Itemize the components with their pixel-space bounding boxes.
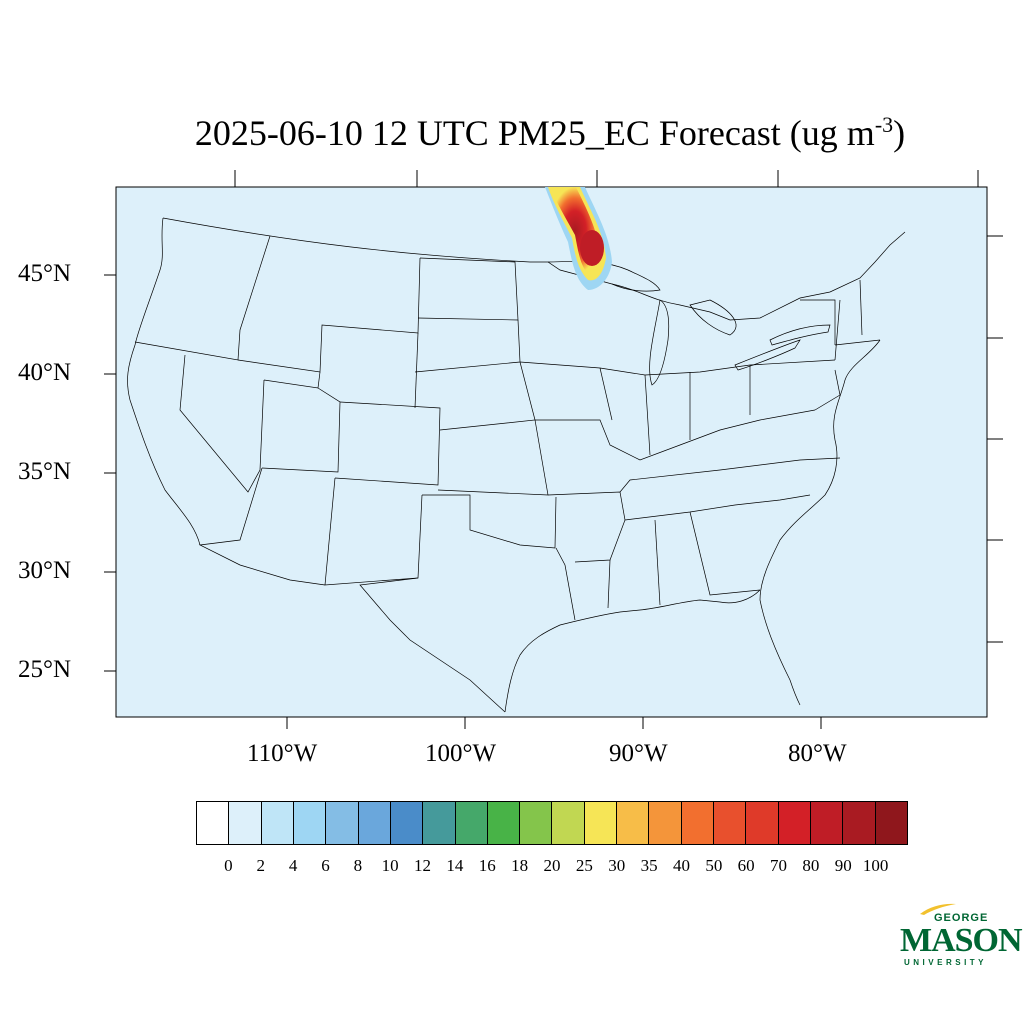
title-main: 2025-06-10 12 UTC PM25_EC Forecast (ug m: [194, 113, 875, 153]
logo-bottom-text: UNIVERSITY: [904, 958, 988, 967]
logo-top-text: GEORGE: [934, 912, 989, 924]
lat-label-25: 25°N: [18, 656, 72, 683]
colorbar-swatch: [552, 802, 585, 844]
colorbar-swatch: [681, 802, 714, 844]
colorbar-swatch: [714, 802, 747, 844]
lon-label-90: 90°W: [609, 740, 668, 767]
colorbar: [196, 801, 908, 845]
colorbar-tick-label: 8: [353, 856, 363, 875]
colorbar-swatch: [293, 802, 327, 844]
lon-label-100: 100°W: [425, 740, 497, 767]
lon-label-110: 110°W: [247, 740, 318, 767]
logo-main-text: MASON: [900, 922, 1023, 959]
lat-label-40: 40°N: [18, 359, 72, 386]
colorbar-tick-label: 70: [770, 856, 788, 875]
gmu-logo: GEORGE MASON UNIVERSITY: [898, 902, 1023, 968]
colorbar-tick-label: 50: [705, 856, 723, 875]
colorbar-tick-label: 2: [256, 856, 265, 875]
colorbar-swatch: [423, 802, 456, 844]
title-close: ): [893, 113, 906, 153]
colorbar-tick-label: 25: [575, 856, 593, 875]
colorbar-tick-label: 20: [543, 856, 561, 875]
title-superscript: -3: [874, 112, 894, 137]
colorbar-swatch: [197, 802, 230, 844]
colorbar-swatch: [617, 802, 650, 844]
colorbar-tick-label: 35: [640, 856, 658, 875]
colorbar-swatch: [520, 802, 553, 844]
colorbar-tick-label: 80: [802, 856, 820, 875]
colorbar-tick-label: 10: [381, 856, 399, 875]
colorbar-swatch: [746, 802, 779, 844]
colorbar-tick-label: 4: [288, 856, 298, 875]
lon-label-80: 80°W: [788, 740, 847, 767]
colorbar-swatch: [326, 802, 359, 844]
colorbar-swatch: [455, 802, 488, 844]
colorbar-tick-label: 30: [608, 856, 626, 875]
logo-swoosh-icon: [920, 903, 956, 915]
colorbar-swatch: [649, 802, 682, 844]
colorbar-tick-label: 18: [511, 856, 529, 875]
colorbar-tick-label: 90: [834, 856, 852, 875]
colorbar-tick-label: 40: [672, 856, 690, 875]
colorbar-swatch: [390, 802, 424, 844]
colorbar-swatch: [810, 802, 844, 844]
colorbar-swatch: [843, 802, 876, 844]
colorbar-swatch: [584, 802, 618, 844]
colorbar-tick-label: 16: [478, 856, 496, 875]
colorbar-swatch: [875, 802, 907, 844]
colorbar-labels: 0 2 4 6 8 10 12 14 16 18 20 25 30 35 40 50 60 70 80 90 100: [196, 856, 908, 880]
colorbar-tick-label: 0: [224, 856, 233, 875]
pm25-plume: [545, 187, 612, 290]
colorbar-tick-label: 100: [862, 856, 889, 875]
colorbar-swatch: [261, 802, 294, 844]
ticks: [104, 170, 1003, 729]
colorbar-swatch: [487, 802, 521, 844]
colorbar-tick-label: 6: [321, 856, 330, 875]
colorbar-tick-label: 12: [414, 856, 432, 875]
colorbar-swatch: [358, 802, 391, 844]
map-background: [115, 186, 988, 718]
colorbar-swatch: [229, 802, 262, 844]
lat-label-45: 45°N: [18, 260, 72, 287]
colorbar-tick-label: 14: [446, 856, 464, 875]
colorbar-tick-label: 60: [737, 856, 755, 875]
lat-label-35: 35°N: [18, 458, 72, 485]
colorbar-swatch: [778, 802, 811, 844]
lat-label-30: 30°N: [18, 557, 72, 584]
map-title: 2025-06-10 12 UTC PM25_EC Forecast (ug m…: [0, 112, 1024, 154]
